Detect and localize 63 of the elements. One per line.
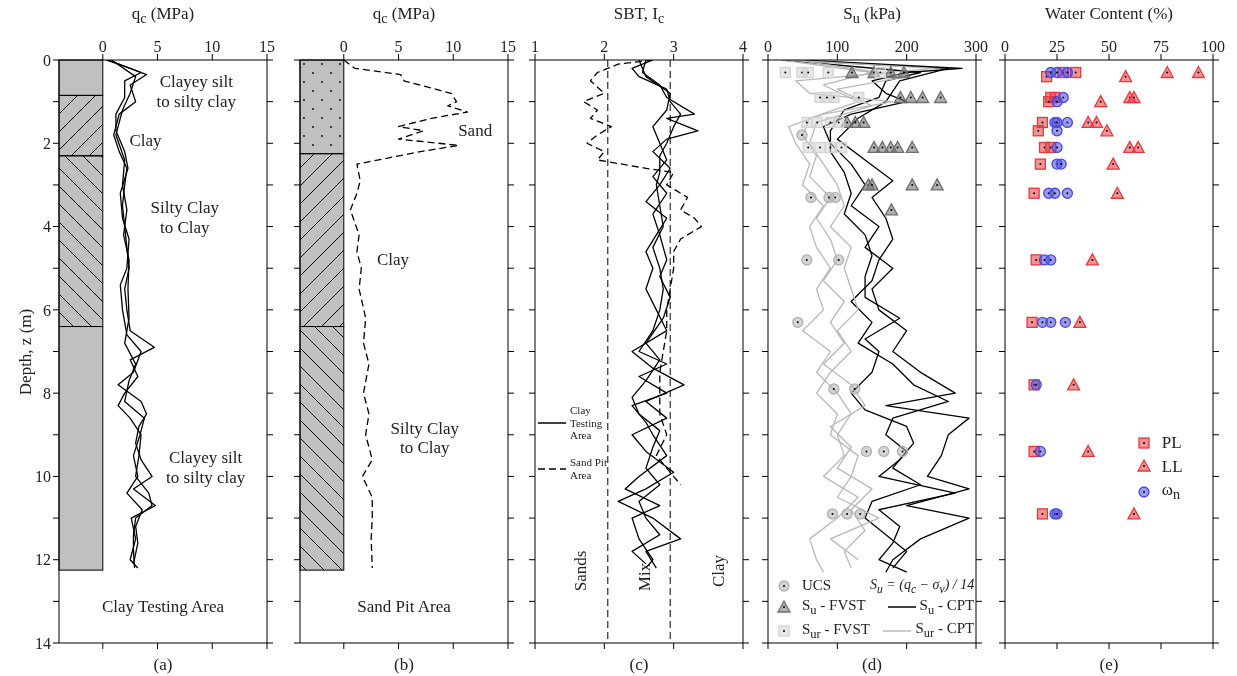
y-tick-label: 8 bbox=[43, 384, 51, 402]
x-tick-label: 0 bbox=[339, 38, 348, 55]
x-axis-title: q$_{c}$ (MPa) bbox=[371, 4, 437, 28]
y-axis-title: Depth, z (m) bbox=[16, 308, 36, 395]
y-tick-label: 6 bbox=[43, 301, 51, 319]
x-tick-label: 3 bbox=[669, 38, 678, 55]
legend-label: S$_{ur}$ - CPT bbox=[915, 620, 975, 641]
annotation: Clayey silt to silty clay bbox=[165, 448, 246, 488]
y-tick-label: 4 bbox=[43, 218, 51, 236]
y-tick-label: 14 bbox=[35, 634, 51, 652]
text: (c) bbox=[628, 655, 650, 675]
legend-label: S$_{u}$ - FVST bbox=[802, 597, 866, 618]
y-tick-label: 12 bbox=[35, 551, 51, 569]
text: (e) bbox=[1098, 655, 1120, 675]
annotation: Sands bbox=[570, 550, 591, 592]
text: S$_{u}$ = (q$_{c}$ − σ$_{v}$) / 14 bbox=[869, 577, 975, 596]
legend-label: ω$_{n}$ bbox=[1161, 480, 1181, 503]
y-tick-label: 2 bbox=[43, 134, 51, 152]
annotation: Clay bbox=[376, 250, 410, 270]
annotation: Mix bbox=[635, 562, 656, 591]
annotation: Sand bbox=[458, 120, 493, 141]
text: Sand Pit Area bbox=[356, 597, 452, 617]
x-tick-label: 25 bbox=[1049, 38, 1065, 55]
legend-label: Sand Pit Area bbox=[570, 455, 608, 482]
y-tick-label: 0 bbox=[43, 51, 51, 69]
legend-label: S$_{u}$ - CPT bbox=[919, 597, 975, 618]
annotation: Silty Clay to Clay bbox=[390, 419, 460, 459]
annotation: Clay bbox=[129, 131, 162, 151]
text: (d) bbox=[861, 655, 883, 675]
x-tick-label: 100 bbox=[1201, 38, 1225, 55]
x-tick-label: 50 bbox=[1101, 38, 1117, 55]
legend-label: LL bbox=[1161, 456, 1183, 477]
x-tick-label: 15 bbox=[259, 38, 275, 55]
legend-label: PL bbox=[1161, 433, 1182, 453]
x-tick-label: 15 bbox=[500, 38, 516, 55]
legend-label: S$_{ur}$ - FVST bbox=[802, 620, 870, 641]
x-axis-title: Water Content (%) bbox=[1044, 4, 1174, 24]
x-tick-label: 0 bbox=[1001, 38, 1009, 55]
x-axis-title: q$_{c}$ (MPa) bbox=[130, 4, 196, 28]
x-tick-label: 200 bbox=[894, 38, 919, 55]
x-tick-label: 100 bbox=[825, 38, 850, 55]
annotation: Clay bbox=[709, 554, 730, 587]
annotation: Clayey silt to silty clay bbox=[156, 72, 236, 112]
x-axis-title: S$_{u}$ (kPa) bbox=[842, 4, 902, 28]
text: Clay Testing Area bbox=[100, 597, 226, 617]
x-tick-label: 75 bbox=[1153, 38, 1169, 55]
y-tick-label: 10 bbox=[35, 468, 51, 486]
legend-label: UCS bbox=[802, 577, 832, 595]
x-tick-label: 2 bbox=[600, 38, 609, 55]
legend-label: Clay Testing Area bbox=[570, 403, 604, 442]
x-tick-label: 300 bbox=[964, 38, 988, 55]
x-tick-label: 10 bbox=[204, 38, 221, 55]
x-tick-label: 10 bbox=[445, 38, 462, 55]
x-tick-label: 1 bbox=[531, 38, 539, 55]
x-tick-label: 5 bbox=[153, 38, 162, 55]
text: (b) bbox=[393, 655, 415, 675]
x-tick-label: 0 bbox=[98, 38, 107, 55]
annotation: Silty Clay to Clay bbox=[150, 198, 220, 238]
x-tick-label: 5 bbox=[394, 38, 403, 55]
x-tick-label: 4 bbox=[739, 38, 747, 55]
x-axis-title: SBT, I$_{c}$ bbox=[612, 4, 666, 28]
x-tick-label: 0 bbox=[764, 38, 772, 55]
text: (a) bbox=[152, 655, 174, 675]
